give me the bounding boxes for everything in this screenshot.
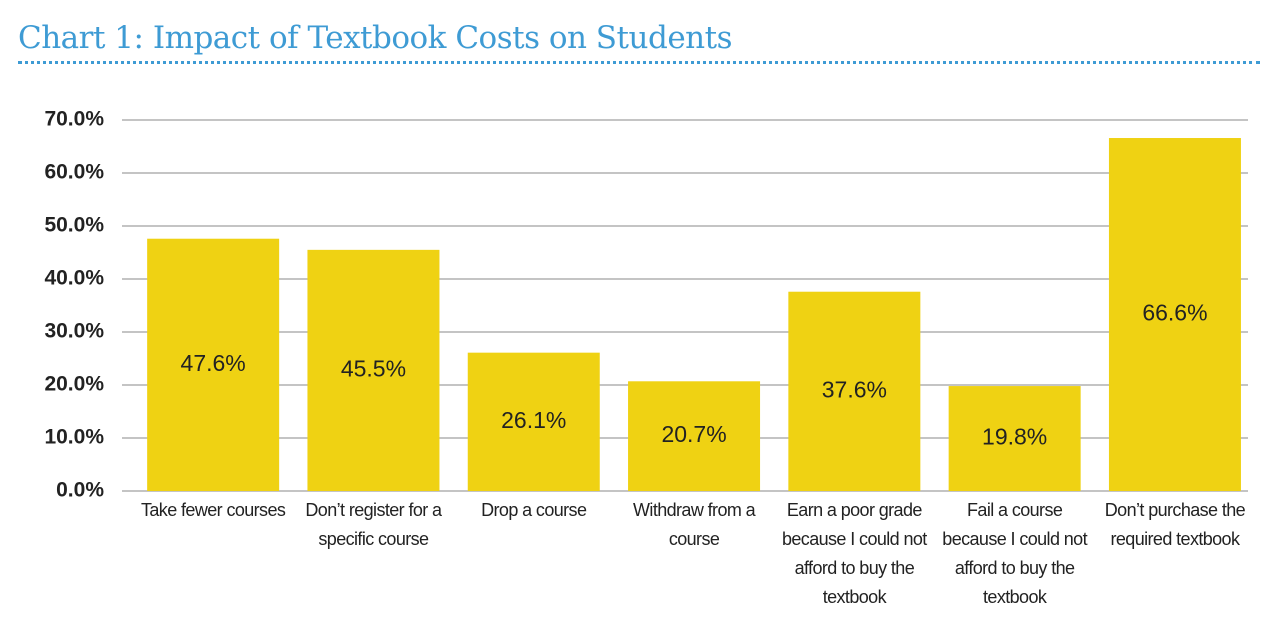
x-tick-label: Fail a course because I could not afford…	[942, 500, 1087, 607]
x-tick-label: Don’t register for a specific course	[305, 500, 442, 549]
y-tick-label: 60.0%	[44, 161, 104, 184]
value-label: 47.6%	[181, 350, 246, 376]
x-tick-label: Take fewer courses	[141, 500, 286, 520]
bar	[1108, 138, 1241, 491]
bar	[948, 386, 1081, 491]
y-tick-label: 0.0%	[56, 479, 104, 502]
value-label: 37.6%	[822, 376, 887, 402]
chart-title: Chart 1: Impact of Textbook Costs on Stu…	[18, 20, 733, 56]
x-tick-label: Drop a course	[481, 500, 587, 520]
bar	[307, 249, 440, 491]
y-tick-label: 50.0%	[44, 214, 104, 237]
value-label: 20.7%	[661, 421, 726, 447]
bar	[147, 238, 280, 491]
x-tick-label: Earn a poor grade because I could not af…	[781, 500, 927, 607]
y-tick-label: 10.0%	[44, 426, 104, 449]
value-label: 26.1%	[501, 407, 566, 433]
value-label: 66.6%	[1142, 300, 1207, 326]
title-rule	[18, 61, 1260, 64]
bar	[628, 381, 761, 491]
y-tick-label: 30.0%	[44, 320, 104, 343]
x-tick-label: Don’t purchase the required textbook	[1104, 500, 1246, 549]
x-tick-label: Withdraw from a course	[633, 500, 756, 549]
y-tick-label: 20.0%	[44, 373, 104, 396]
y-tick-label: 40.0%	[44, 267, 104, 290]
value-label: 19.8%	[982, 424, 1047, 450]
value-label: 45.5%	[341, 356, 406, 382]
bar	[788, 291, 921, 491]
bar	[467, 352, 600, 491]
y-tick-label: 70.0%	[44, 108, 104, 131]
